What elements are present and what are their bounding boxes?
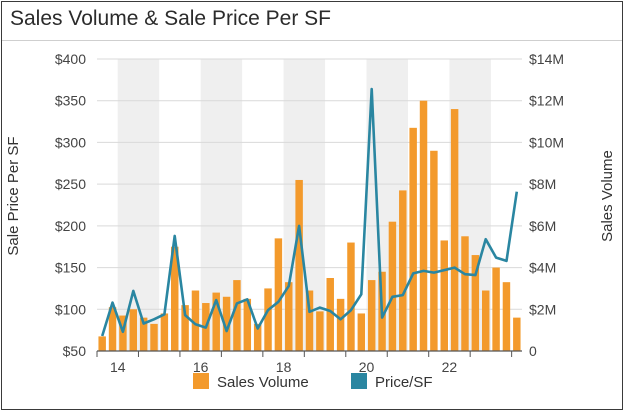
bar-sales-volume [243, 298, 252, 351]
bar-sales-volume [367, 280, 376, 351]
right-tick-label: $8M [529, 176, 556, 192]
left-tick-label: $400 [55, 51, 86, 67]
legend-swatch-sales-volume [193, 373, 209, 389]
right-tick-label: $2M [529, 301, 556, 317]
left-tick-label: $300 [55, 134, 86, 150]
legend: Sales Volume Price/SF [193, 373, 433, 391]
right-tick-label: $14M [529, 51, 564, 67]
bar-sales-volume [305, 290, 314, 351]
left-tick-label: $350 [55, 93, 86, 109]
bar-sales-volume [326, 278, 334, 351]
bar-sales-volume [461, 236, 469, 351]
price-per-sf-line [100, 87, 519, 337]
left-tick-label: $250 [55, 176, 86, 192]
sales-volume-bars [98, 100, 521, 351]
x-tick-label: 18 [276, 359, 292, 375]
left-tick-label: $100 [55, 301, 86, 317]
bar-sales-volume [295, 179, 303, 351]
legend-swatch-price-sf [351, 373, 367, 389]
bar-sales-volume [409, 127, 417, 351]
bar-sales-volume [181, 305, 189, 351]
right-tick-label: $6M [529, 218, 556, 234]
bar-sales-volume [129, 309, 138, 351]
bar-sales-volume [513, 317, 521, 351]
bar-sales-volume [98, 336, 106, 351]
right-tick-label: 0 [529, 343, 537, 359]
bar-sales-volume [253, 323, 262, 351]
x-tick-label: 20 [359, 359, 375, 375]
bar-sales-volume [430, 150, 438, 351]
right-tick-label: $10M [529, 134, 564, 150]
bar-sales-volume [316, 311, 324, 351]
bar-sales-volume [450, 109, 459, 351]
bar-sales-volume [233, 280, 241, 351]
bar-sales-volume [419, 100, 428, 351]
bar-sales-volume [212, 292, 220, 351]
title-bar: Sales Volume & Sale Price Per SF [2, 2, 622, 41]
left-tick-label: $50 [63, 343, 87, 359]
bar-sales-volume [139, 317, 148, 351]
bar-sales-volume [388, 221, 397, 351]
bar-sales-volume [492, 267, 500, 351]
left-axis-label: Sale Price Per SF [5, 136, 22, 255]
left-tick-label: $200 [55, 218, 86, 234]
left-y-axis: $50 $100 $150 $200 $250 $300 $350 $400 [55, 51, 86, 359]
bar-sales-volume [171, 246, 179, 351]
bar-sales-volume [119, 315, 127, 351]
year-band [117, 59, 160, 351]
bar-sales-volume [160, 313, 169, 351]
bar-sales-volume [357, 313, 366, 351]
bar-sales-volume [471, 255, 480, 351]
x-tick-label: 16 [193, 359, 209, 375]
left-tick-label: $150 [55, 260, 86, 276]
legend-label-price-sf: Price/SF [375, 374, 433, 391]
bar-sales-volume [481, 290, 490, 351]
right-y-axis: 0 $2M $4M $6M $8M $10M $12M $14M [529, 51, 564, 359]
bar-sales-volume [191, 290, 200, 351]
chart-title: Sales Volume & Sale Price Per SF [10, 7, 331, 30]
bar-sales-volume [108, 307, 117, 351]
right-tick-label: $4M [529, 260, 556, 276]
bar-sales-volume [336, 298, 345, 351]
legend-label-sales-volume: Sales Volume [217, 374, 309, 391]
x-axis: 14 16 18 20 22 [96, 350, 522, 375]
bar-sales-volume [274, 238, 283, 351]
x-tick-label: 22 [442, 359, 458, 375]
bar-sales-volume [150, 323, 158, 351]
right-tick-label: $12M [529, 93, 564, 109]
bar-sales-volume [440, 240, 448, 351]
bar-sales-volume [347, 242, 355, 351]
x-tick-label: 14 [110, 359, 126, 375]
bar-sales-volume [502, 282, 511, 351]
bar-sales-volume [264, 288, 272, 351]
bar-sales-volume [285, 282, 293, 351]
bar-sales-volume [222, 296, 231, 351]
right-axis-label: Sales Volume [599, 150, 616, 242]
bar-sales-volume [399, 190, 407, 351]
